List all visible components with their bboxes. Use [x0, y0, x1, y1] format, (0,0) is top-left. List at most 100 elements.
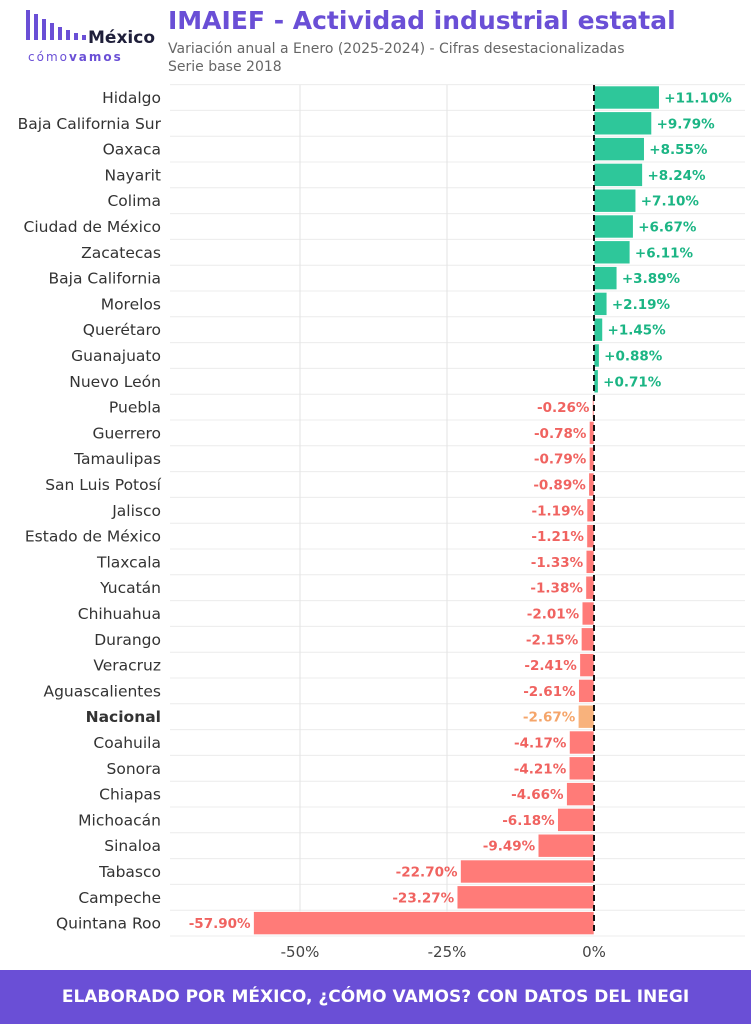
bar — [593, 369, 599, 394]
value-label: +0.88% — [604, 349, 663, 365]
category-label: Chihuahua — [78, 605, 161, 623]
value-label: -1.21% — [531, 529, 584, 545]
category-label: Michoacán — [78, 811, 161, 829]
value-label: +8.24% — [647, 168, 706, 184]
category-label: Sinaloa — [104, 837, 161, 855]
value-label: -57.90% — [189, 916, 251, 932]
logo-name: México — [88, 28, 155, 48]
bar — [593, 163, 643, 187]
x-tick-label: -25% — [428, 943, 467, 961]
value-label: +7.10% — [641, 194, 700, 210]
category-label: Zacatecas — [81, 244, 161, 262]
bar — [593, 240, 631, 265]
value-label: -4.66% — [511, 787, 564, 803]
category-label: Hidalgo — [102, 89, 161, 107]
logo-tag-suffix: vamos — [68, 50, 123, 64]
value-label: -0.26% — [537, 400, 590, 416]
bar — [581, 627, 595, 652]
bar — [588, 472, 595, 497]
value-label: -2.67% — [523, 710, 576, 726]
chart-subtitle-base: Serie base 2018 — [168, 59, 282, 75]
value-label: +9.79% — [657, 116, 716, 132]
value-label: +3.89% — [622, 271, 681, 287]
bar — [253, 911, 595, 935]
value-label: -1.19% — [532, 503, 585, 519]
category-label: Sonora — [107, 760, 162, 778]
value-label: +0.71% — [603, 374, 662, 390]
value-label: -23.27% — [392, 890, 454, 906]
bar — [581, 601, 595, 626]
value-label: -6.18% — [502, 813, 555, 829]
bar-chart: Hidalgo +11.10% Baja California Sur +9.79% O… — [18, 84, 745, 961]
bar — [578, 679, 595, 703]
value-label: -22.70% — [396, 865, 458, 881]
category-label: Tlaxcala — [96, 553, 161, 571]
logo-tag-prefix: cómo — [28, 50, 69, 64]
category-label: Jalisco — [111, 502, 161, 520]
bar — [589, 421, 595, 445]
value-label: -0.78% — [534, 426, 587, 442]
category-label: Tamaulipas — [73, 450, 161, 468]
category-label: Guerrero — [92, 424, 161, 442]
value-label: -2.61% — [523, 684, 576, 700]
bar — [585, 575, 595, 600]
category-label: Baja California — [49, 270, 161, 288]
value-label: -4.21% — [514, 761, 567, 777]
bar — [593, 292, 608, 316]
logo-bars-icon — [26, 10, 86, 40]
category-label: Yucatán — [99, 579, 161, 597]
bar — [593, 111, 652, 136]
category-label: San Luis Potosí — [45, 476, 161, 494]
category-label: Aguascalientes — [43, 682, 161, 700]
bar — [537, 833, 595, 858]
category-label: Coahuila — [93, 734, 161, 752]
x-tick-label: 0% — [582, 943, 606, 961]
category-label: Nacional — [86, 708, 161, 726]
value-label: -0.89% — [533, 478, 586, 494]
chart-title: IMAIEF - Actividad industrial estatal — [168, 6, 676, 35]
bar — [593, 85, 660, 110]
footer-banner: ELABORADO POR MÉXICO, ¿CÓMO VAMOS? CON D… — [0, 970, 751, 1024]
bar — [566, 782, 595, 806]
category-label: Campeche — [78, 889, 161, 907]
category-label: Nuevo León — [69, 373, 161, 391]
bar — [593, 214, 634, 239]
value-label: +6.11% — [635, 245, 694, 261]
category-label: Quintana Roo — [56, 915, 161, 933]
category-label: Morelos — [101, 295, 161, 313]
value-label: +11.10% — [664, 91, 732, 107]
category-label: Colima — [107, 192, 161, 210]
category-label: Nayarit — [104, 166, 161, 184]
value-label: -1.33% — [531, 555, 584, 571]
value-label: -2.41% — [524, 658, 577, 674]
value-label: +2.19% — [612, 297, 671, 313]
category-label: Guanajuato — [71, 347, 161, 365]
value-label: -0.79% — [534, 452, 587, 468]
mexico-como-vamos-logo: México cómovamos — [22, 8, 162, 66]
value-label: -2.15% — [526, 632, 579, 648]
value-label: -9.49% — [483, 839, 536, 855]
bar — [578, 704, 595, 729]
chart-subtitle: Variación anual a Enero (2025-2024) - Ci… — [168, 41, 625, 57]
value-label: +8.55% — [649, 142, 708, 158]
bar — [569, 730, 595, 755]
bar — [593, 137, 645, 161]
bar — [568, 756, 595, 781]
bar — [585, 550, 595, 574]
x-tick-label: -50% — [281, 943, 320, 961]
category-label: Veracruz — [93, 657, 161, 675]
value-label: -2.01% — [527, 607, 580, 623]
bar — [460, 859, 595, 884]
bar — [593, 266, 618, 290]
category-label: Baja California Sur — [18, 115, 162, 133]
bar — [557, 808, 595, 832]
value-label: -4.17% — [514, 736, 567, 752]
bar — [586, 498, 595, 523]
category-label: Tabasco — [98, 863, 161, 881]
value-label: -1.38% — [530, 581, 583, 597]
bar — [456, 885, 595, 910]
category-label: Durango — [94, 631, 161, 649]
category-label: Estado de México — [25, 528, 161, 546]
bar — [586, 524, 595, 548]
category-label: Oaxaca — [103, 141, 161, 159]
